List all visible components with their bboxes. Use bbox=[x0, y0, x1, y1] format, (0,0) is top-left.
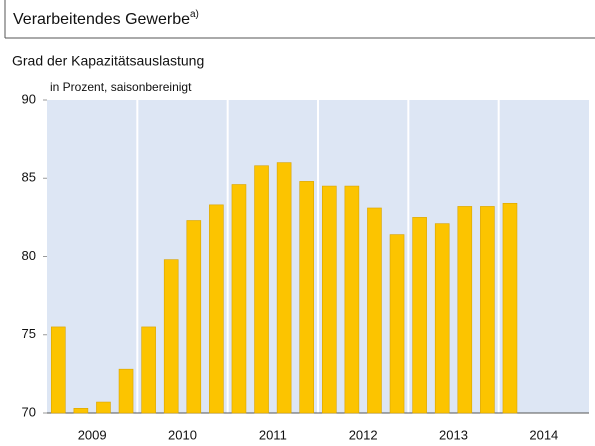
chart-subtitle: Grad der Kapazitätsauslastung bbox=[12, 53, 204, 69]
x-tick-label: 2009 bbox=[78, 427, 107, 442]
x-tick-label: 2012 bbox=[349, 427, 378, 442]
y-tick-label: 70 bbox=[22, 404, 36, 419]
title-note: a) bbox=[190, 9, 199, 20]
x-tick-label: 2011 bbox=[259, 427, 287, 442]
y-tick-label: 90 bbox=[22, 91, 36, 106]
y-tick-label: 75 bbox=[22, 326, 36, 341]
bar bbox=[299, 181, 315, 414]
y-tick-label: 85 bbox=[22, 170, 36, 185]
y-tick-label: 80 bbox=[22, 248, 36, 263]
bar bbox=[457, 206, 473, 414]
bar bbox=[209, 204, 224, 414]
bar bbox=[118, 368, 134, 414]
bar bbox=[50, 326, 66, 414]
bar bbox=[73, 408, 89, 414]
y-axis-label: in Prozent, saisonbereinigt bbox=[50, 80, 192, 94]
bar bbox=[434, 223, 450, 414]
bar bbox=[186, 220, 202, 414]
bar bbox=[254, 165, 269, 414]
bar bbox=[367, 207, 382, 414]
x-tick-label: 2014 bbox=[529, 427, 558, 442]
title-text: Verarbeitendes Gewerbe bbox=[13, 11, 190, 28]
chart-title: Verarbeitendes Gewerbea) bbox=[13, 9, 199, 29]
bar bbox=[344, 185, 360, 414]
bar bbox=[96, 401, 111, 414]
bar bbox=[480, 206, 495, 414]
x-tick-label: 2013 bbox=[439, 427, 468, 442]
bar bbox=[163, 259, 179, 414]
bar bbox=[412, 217, 427, 414]
bar bbox=[389, 234, 405, 414]
bar bbox=[141, 326, 156, 414]
bar bbox=[276, 162, 292, 414]
bar bbox=[231, 184, 247, 414]
bar bbox=[321, 185, 337, 414]
x-tick-label: 2010 bbox=[168, 427, 197, 442]
bar bbox=[502, 202, 518, 414]
